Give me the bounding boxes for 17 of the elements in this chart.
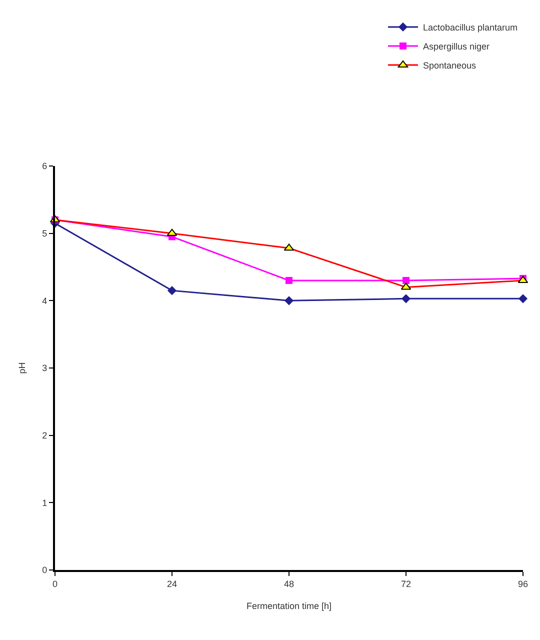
y-axis-title: pH xyxy=(17,362,28,374)
x-tick-label: 72 xyxy=(400,578,412,589)
legend-label: Spontaneous xyxy=(423,60,477,70)
y-tick-label: 4 xyxy=(42,296,48,306)
y-tick-label: 3 xyxy=(42,363,48,374)
x-tick-label: 24 xyxy=(166,578,178,589)
legend-label: Aspergillus niger xyxy=(423,41,490,52)
y-tick-label: 1 xyxy=(42,498,48,508)
x-tick-label: 0 xyxy=(52,578,58,589)
y-tick-label: 2 xyxy=(42,430,48,440)
x-tick-label: 48 xyxy=(284,578,294,589)
y-tick-label: 0 xyxy=(42,565,48,576)
y-tick-label: 5 xyxy=(42,228,48,238)
legend-label: Lactobacillus plantarum xyxy=(423,22,518,32)
x-tick-label: 96 xyxy=(518,578,528,589)
x-axis-title: Fermentation time [h] xyxy=(246,601,332,612)
y-tick-label: 6 xyxy=(42,161,48,172)
